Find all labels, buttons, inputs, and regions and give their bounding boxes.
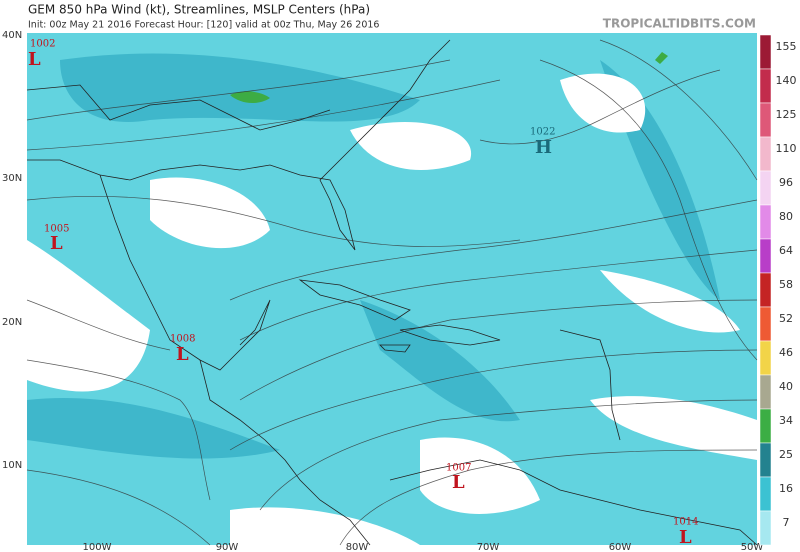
- subtitle: Init: 00z May 21 2016 Forecast Hour: [12…: [28, 20, 379, 31]
- colorbar-label: 16: [779, 482, 793, 495]
- colorbar-swatch: [759, 272, 772, 308]
- colorbar-swatch: [759, 476, 772, 512]
- colorbar-swatch: [759, 204, 772, 240]
- colorbar-swatch: [759, 442, 772, 478]
- map: [26, 33, 758, 546]
- colorbar-label: 110: [776, 142, 797, 155]
- center-symbol: L: [452, 472, 465, 493]
- green-patch: [230, 91, 270, 104]
- colorbar-swatch: [759, 408, 772, 444]
- lat-label: 40N: [2, 30, 22, 41]
- colorbar-label: 25: [779, 448, 793, 461]
- colorbar-label: 80: [779, 210, 793, 223]
- colorbar-swatch: [759, 34, 772, 70]
- lat-labels: 40N 30N 20N 10N: [2, 30, 22, 471]
- title: GEM 850 hPa Wind (kt), Streamlines, MSLP…: [28, 3, 370, 17]
- colorbar-swatch: [759, 510, 772, 546]
- site-name: TROPICALTIDBITS.COM: [603, 17, 756, 31]
- center-pressure: 1022: [530, 127, 555, 138]
- colorbar-swatch: [759, 306, 772, 342]
- colorbar-label: 34: [779, 414, 793, 427]
- colorbar-swatch: [759, 340, 772, 376]
- calm-areas: [27, 73, 757, 545]
- lon-label: 60W: [609, 542, 632, 552]
- center-pressure: 1014: [673, 517, 698, 528]
- colorbar-swatch: [759, 136, 772, 172]
- colorbar-label: 125: [776, 108, 797, 121]
- lon-labels: 100W 90W 80W 70W 60W 50W: [83, 542, 764, 552]
- colorbar-label: 140: [776, 74, 797, 87]
- colorbar-label: 96: [779, 176, 793, 189]
- center-symbol: L: [28, 49, 41, 70]
- colorbar-label: 64: [779, 244, 793, 257]
- colorbar-swatch: [759, 238, 772, 274]
- lon-label: 80W: [346, 542, 369, 552]
- center-symbol: H: [535, 137, 552, 158]
- center-pressure: 1007: [446, 463, 471, 474]
- colorbar-label: 52: [779, 312, 793, 325]
- coastlines: [26, 39, 758, 546]
- green-patch: [655, 52, 668, 64]
- pressure-centers: 1002 L 1005 L 1008 L 1007 L 1014 L 1022 …: [28, 39, 698, 549]
- lon-label: 90W: [216, 542, 239, 552]
- colorbar-label: 40: [779, 380, 793, 393]
- lat-label: 30N: [2, 173, 22, 184]
- colorbar-swatch: [759, 170, 772, 206]
- lon-label: 50W: [741, 542, 764, 552]
- colorbar-swatch: [759, 68, 772, 104]
- wind-base: [27, 33, 757, 545]
- center-pressure: 1005: [44, 224, 69, 235]
- streamlines: [26, 39, 758, 546]
- colorbar: 155 140 125 110 96 80 64 58 52 46 40 34 25 16 7: [759, 34, 797, 546]
- center-symbol: L: [679, 527, 692, 548]
- colorbar-label: 58: [779, 278, 793, 291]
- lon-label: 100W: [83, 542, 112, 552]
- lat-label: 10N: [2, 460, 22, 471]
- center-symbol: L: [50, 233, 63, 254]
- colorbar-swatch: [759, 102, 772, 138]
- center-pressure: 1008: [170, 334, 195, 345]
- colorbar-label: 155: [776, 40, 797, 53]
- lat-label: 20N: [2, 317, 22, 328]
- center-symbol: L: [176, 344, 189, 365]
- colorbar-label: 46: [779, 346, 793, 359]
- lon-label: 70W: [477, 542, 500, 552]
- colorbar-label: 7: [783, 516, 790, 529]
- colorbar-swatch: [759, 374, 772, 410]
- center-pressure: 1002: [30, 39, 55, 50]
